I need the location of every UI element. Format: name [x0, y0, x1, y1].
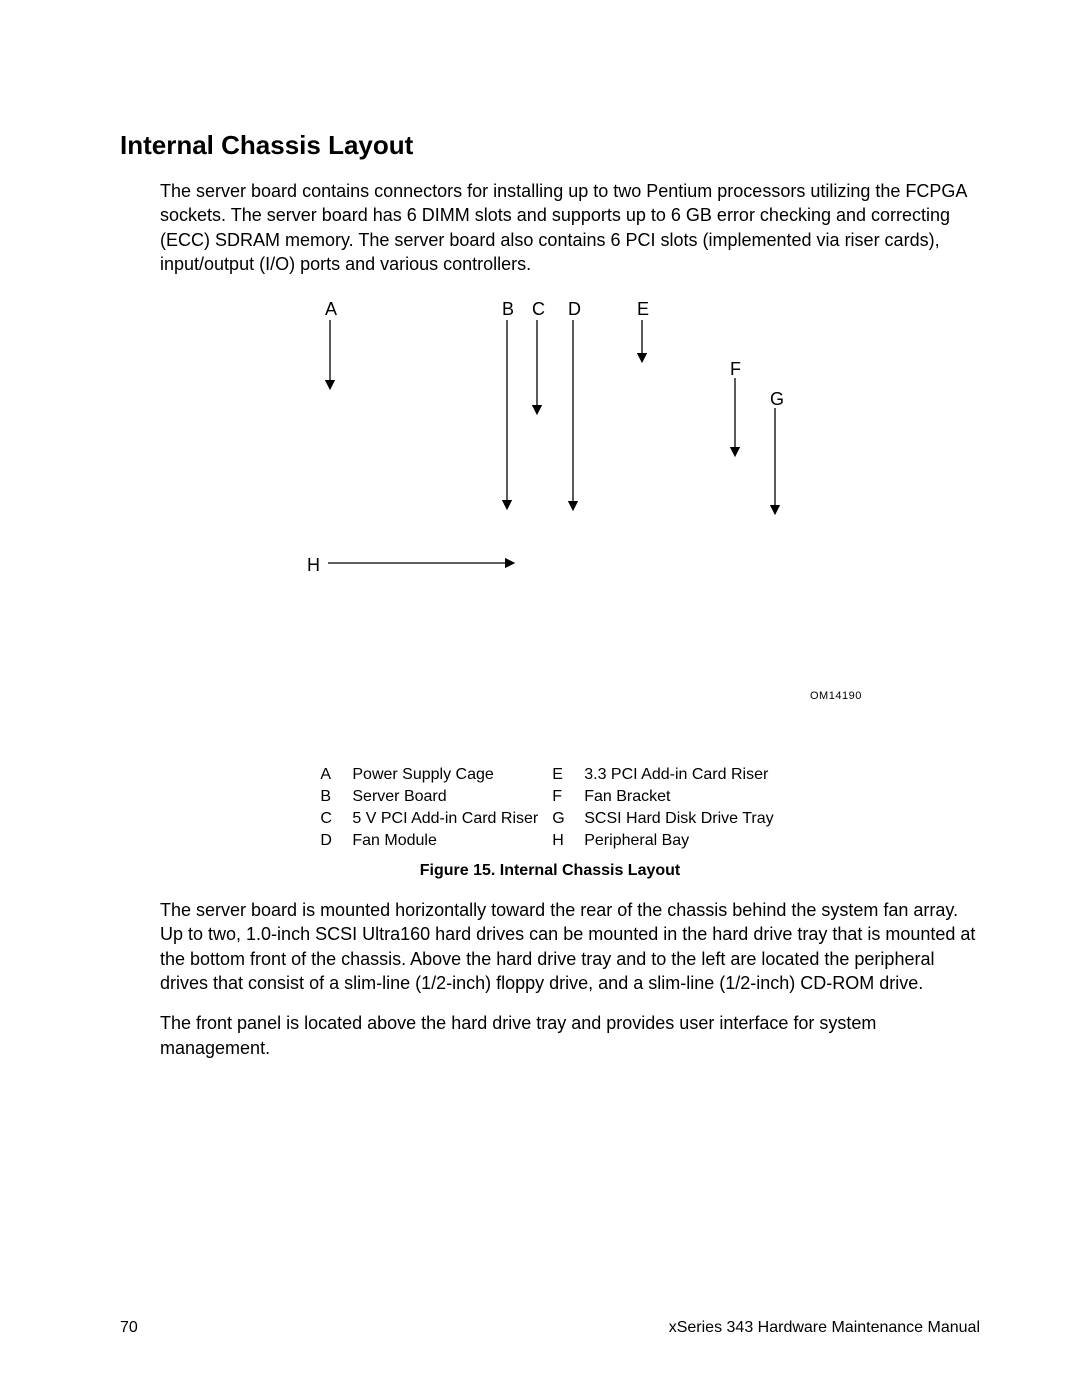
figure-caption: Figure 15. Internal Chassis Layout — [120, 862, 980, 880]
legend-value: Server Board — [348, 786, 548, 808]
legend-key: A — [316, 764, 348, 786]
legend-value: Power Supply Cage — [348, 764, 548, 786]
legend-value: 5 V PCI Add-in Card Riser — [348, 808, 548, 830]
body-paragraph-2: The server board is mounted horizontally… — [160, 898, 980, 995]
legend-value: SCSI Hard Disk Drive Tray — [580, 808, 783, 830]
legend-row: DFan ModuleHPeripheral Bay — [316, 830, 783, 852]
legend-key: B — [316, 786, 348, 808]
page-number: 70 — [120, 1319, 138, 1337]
page-footer: 70 xSeries 343 Hardware Maintenance Manu… — [120, 1319, 980, 1337]
legend-value: Fan Module — [348, 830, 548, 852]
legend-key: H — [548, 830, 580, 852]
legend-row: BServer BoardFFan Bracket — [316, 786, 783, 808]
legend-value: Fan Bracket — [580, 786, 783, 808]
diagram-label-C: C — [532, 300, 545, 318]
diagram-label-A: A — [325, 300, 337, 318]
legend-key: G — [548, 808, 580, 830]
legend-key: C — [316, 808, 348, 830]
section-title: Internal Chassis Layout — [120, 130, 980, 161]
intro-paragraph: The server board contains connectors for… — [160, 179, 980, 276]
legend-value: Peripheral Bay — [580, 830, 783, 852]
legend-key: F — [548, 786, 580, 808]
diagram-label-D: D — [568, 300, 581, 318]
diagram-label-H: H — [307, 556, 320, 574]
legend-row: APower Supply CageE3.3 PCI Add-in Card R… — [316, 764, 783, 786]
legend-key: D — [316, 830, 348, 852]
diagram-code: OM14190 — [810, 690, 862, 702]
diagram-label-B: B — [502, 300, 514, 318]
footer-doc-title: xSeries 343 Hardware Maintenance Manual — [669, 1319, 980, 1337]
legend-value: 3.3 PCI Add-in Card Riser — [580, 764, 783, 786]
legend-row: C5 V PCI Add-in Card RiserGSCSI Hard Dis… — [316, 808, 783, 830]
legend-key: E — [548, 764, 580, 786]
diagram-label-E: E — [637, 300, 649, 318]
document-page: Internal Chassis Layout The server board… — [0, 0, 1080, 1397]
diagram-label-G: G — [770, 390, 784, 408]
body-paragraph-3: The front panel is located above the har… — [160, 1011, 980, 1060]
chassis-diagram: A BC D E F G H OM14190 — [170, 290, 930, 760]
diagram-label-F: F — [730, 360, 741, 378]
legend-table: APower Supply CageE3.3 PCI Add-in Card R… — [316, 764, 783, 852]
